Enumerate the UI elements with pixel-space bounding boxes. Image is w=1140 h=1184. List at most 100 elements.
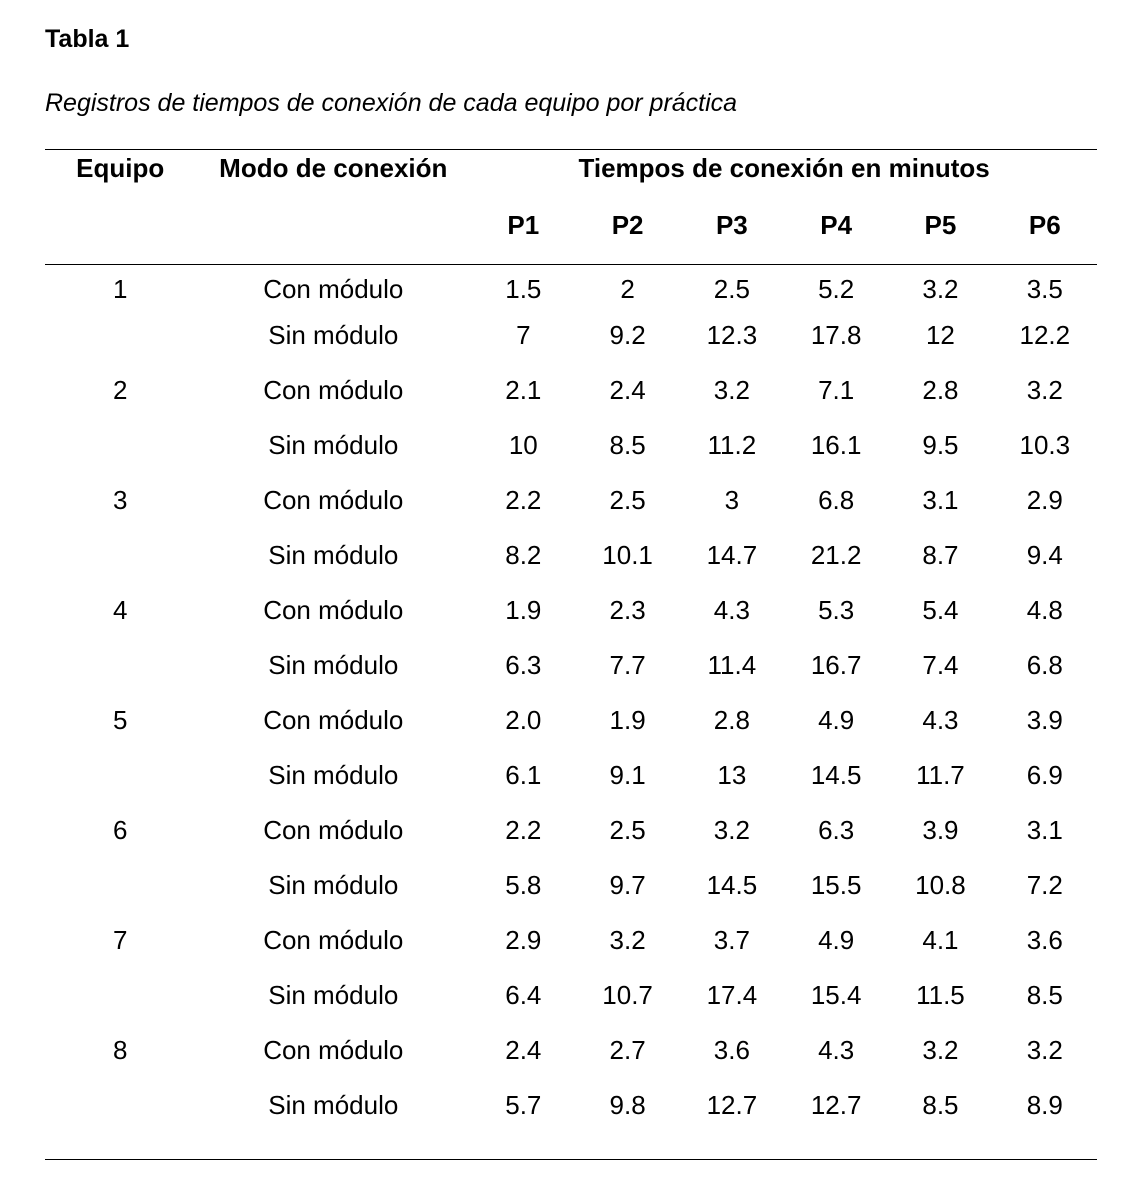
cell-p3: 3.2 (713, 374, 750, 405)
cell-modo: Sin módulo (268, 649, 399, 680)
cell-modo: Sin módulo (268, 539, 399, 570)
cell-equipo: 8 (112, 1034, 128, 1065)
table-row: Sin módulo 6.4 10.7 17.4 15.4 11.5 8.5 (45, 967, 1097, 1022)
cell-p4: 17.8 (810, 319, 862, 350)
cell-p3: 3.6 (713, 1034, 750, 1065)
cell-p6: 3.5 (1026, 274, 1063, 304)
table-body: 1 Con módulo 1.5 2 2.5 5.2 3.2 3.5 Sin módulo 7 9.… (45, 265, 1097, 1160)
cell-p4: 7.1 (818, 374, 855, 405)
cell-p2: 9.8 (575, 1077, 680, 1160)
cell-p2: 9.1 (609, 759, 646, 790)
cell-p5: 12 (925, 319, 955, 350)
table-row: 6 Con módulo 2.2 2.5 3.2 6.3 3.9 3.1 (45, 802, 1097, 857)
cell-p2: 2.3 (609, 594, 646, 625)
table-caption: Registros de tiempos de conexión de cada… (45, 89, 738, 117)
table-row: 7 Con módulo 2.9 3.2 3.7 4.9 4.1 3.6 (45, 912, 1097, 967)
cell-p1: 8.2 (505, 539, 542, 570)
header-equipo: Equipo (45, 149, 196, 186)
cell-p4: 21.2 (810, 539, 862, 570)
cell-modo: Con módulo (263, 814, 404, 845)
cell-p3: 3 (724, 484, 740, 515)
cell-p2: 2.5 (609, 814, 646, 845)
cell-p3: 4.3 (713, 594, 750, 625)
cell-p1: 2.2 (505, 484, 542, 515)
cell-equipo: 5 (112, 704, 128, 735)
cell-p1: 5.7 (471, 1077, 576, 1160)
cell-p5: 4.1 (922, 924, 959, 955)
cell-modo: Con módulo (263, 374, 404, 405)
cell-p4: 14.5 (810, 759, 862, 790)
table-row: 2 Con módulo 2.1 2.4 3.2 7.1 2.8 3.2 (45, 362, 1097, 417)
cell-equipo: 6 (112, 814, 128, 845)
cell-equipo (45, 527, 195, 582)
table-row: 5 Con módulo 2.0 1.9 2.8 4.9 4.3 3.9 (45, 692, 1097, 747)
header-p5: P5 (888, 186, 993, 265)
cell-p2: 8.5 (609, 429, 646, 460)
cell-p6: 8.5 (1026, 979, 1063, 1010)
cell-p1: 5.8 (505, 869, 542, 900)
cell-p1: 6.3 (505, 649, 542, 680)
cell-p2: 10.1 (602, 539, 653, 570)
table-row: Sin módulo 8.2 10.1 14.7 21.2 8.7 9.4 (45, 527, 1097, 582)
cell-p1: 2.2 (505, 814, 542, 845)
table-row: Sin módulo 5.7 9.8 12.7 12.7 8.5 8.9 (45, 1077, 1097, 1160)
cell-p3: 13 (717, 759, 747, 790)
header-modo: Modo de conexión (195, 149, 472, 186)
cell-p6: 10.3 (1019, 429, 1071, 460)
cell-p3: 11.2 (707, 429, 757, 460)
cell-equipo: 1 (112, 274, 128, 304)
table-label: Tabla 1 (45, 25, 130, 53)
table-row: Sin módulo 5.8 9.7 14.5 15.5 10.8 7.2 (45, 857, 1097, 912)
cell-p5: 8.7 (922, 539, 959, 570)
cell-p2: 2.4 (609, 374, 646, 405)
header-p3: P3 (679, 186, 785, 265)
cell-equipo (45, 417, 195, 472)
cell-p5: 10.8 (915, 869, 966, 900)
header-p2: P2 (575, 186, 680, 265)
cell-p1: 7 (516, 319, 531, 350)
cell-p4: 15.4 (810, 979, 862, 1010)
cell-equipo (45, 637, 195, 692)
cell-p5: 11.7 (916, 759, 965, 790)
cell-p4: 5.2 (818, 274, 855, 304)
header-p6: P6 (992, 186, 1097, 265)
cell-p1: 10 (508, 429, 538, 460)
cell-p3: 3.2 (713, 814, 750, 845)
cell-p1: 1.9 (505, 594, 542, 625)
cell-p4: 12.7 (784, 1077, 889, 1160)
cell-p2: 3.2 (609, 924, 646, 955)
header-p4: P4 (784, 186, 889, 265)
cell-p6: 3.9 (1026, 704, 1063, 735)
cell-p4: 15.5 (810, 869, 862, 900)
cell-p5: 3.9 (922, 814, 959, 845)
cell-p6: 8.9 (992, 1077, 1097, 1160)
cell-modo: Sin módulo (268, 979, 399, 1010)
cell-modo: Sin módulo (268, 869, 399, 900)
table-row: Sin módulo 7 9.2 12.3 17.8 12 12.2 (45, 307, 1097, 362)
connection-times-table: Equipo Modo de conexión Tiempos de conex… (45, 149, 1097, 1160)
cell-p6: 3.6 (1026, 924, 1063, 955)
header-row-2: P1 P2 P3 P4 P5 P6 (45, 186, 1097, 265)
cell-p6: 3.2 (1026, 374, 1063, 405)
cell-p4: 4.9 (818, 704, 855, 735)
cell-p2: 9.2 (609, 319, 646, 350)
cell-p5: 8.5 (888, 1077, 993, 1160)
cell-p3: 2.8 (713, 704, 750, 735)
table-row: 1 Con módulo 1.5 2 2.5 5.2 3.2 3.5 (45, 265, 1097, 308)
cell-p1: 6.1 (505, 759, 542, 790)
cell-p4: 4.9 (818, 924, 855, 955)
cell-p2: 2.5 (609, 484, 646, 515)
cell-p1: 2.9 (505, 924, 542, 955)
cell-equipo (45, 747, 195, 802)
cell-p4: 6.3 (818, 814, 855, 845)
cell-p5: 3.2 (922, 274, 959, 304)
cell-p3: 3.7 (713, 924, 750, 955)
cell-p6: 12.2 (1019, 319, 1071, 350)
cell-p6: 6.9 (1026, 759, 1063, 790)
cell-p2: 1.9 (609, 704, 646, 735)
cell-p2: 2 (620, 274, 635, 304)
cell-modo: Sin módulo (195, 1077, 472, 1160)
cell-p5: 3.2 (922, 1034, 959, 1065)
cell-equipo: 2 (112, 374, 128, 405)
table-header: Equipo Modo de conexión Tiempos de conex… (45, 149, 1097, 265)
